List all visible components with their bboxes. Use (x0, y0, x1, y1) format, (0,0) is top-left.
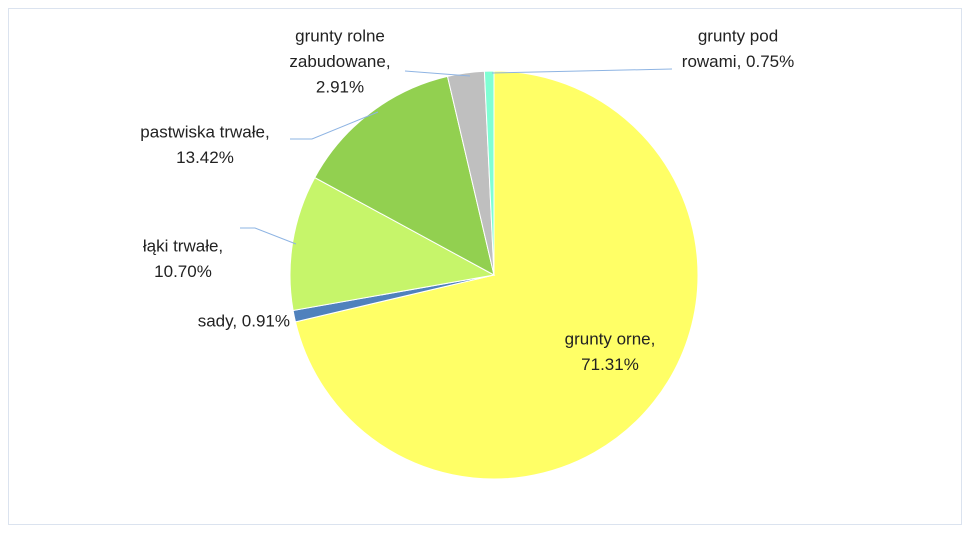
pie-slice (314, 75, 495, 276)
data-label: zabudowane, (289, 52, 390, 71)
data-label: grunty orne, (565, 329, 656, 348)
data-label: grunty pod (698, 26, 778, 45)
pie-slice (294, 70, 699, 480)
leader-line (491, 68, 673, 74)
leader-line (404, 70, 471, 77)
data-label: 2.91% (316, 77, 364, 96)
leader-line (290, 111, 379, 140)
data-label: łąki trwałe, (143, 236, 223, 255)
leader-line (240, 227, 297, 245)
data-label: pastwiska trwałe, (140, 122, 269, 141)
data-label: 13.42% (176, 148, 234, 167)
data-label: grunty rolne (295, 26, 385, 45)
data-label: 10.70% (154, 262, 212, 281)
data-label: 71.31% (581, 355, 639, 374)
data-label: rowami, 0.75% (682, 52, 794, 71)
data-label: sady, 0.91% (198, 311, 290, 330)
pie-slice (483, 70, 495, 276)
